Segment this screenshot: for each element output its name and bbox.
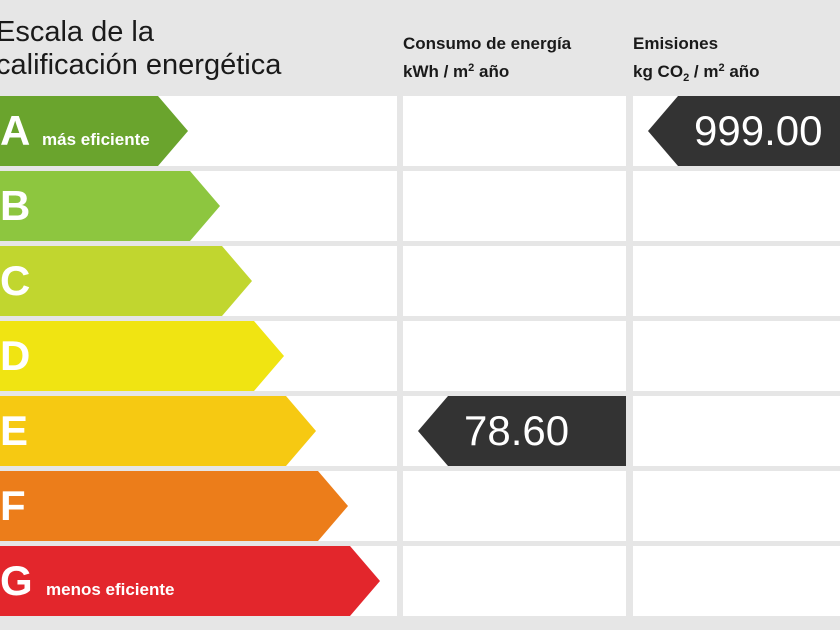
rating-letter: G xyxy=(0,557,33,604)
cell-mid xyxy=(403,471,626,541)
emisiones-header: Emisiones kg CO2 / m2 año xyxy=(633,30,760,86)
header-title-line1: Escala de la xyxy=(0,16,154,48)
rating-row-d: D xyxy=(0,321,840,391)
cell-right xyxy=(633,546,840,616)
rating-row-f: F xyxy=(0,471,840,541)
rating-letter: C xyxy=(0,257,31,304)
emisiones-pointer: 999.00 xyxy=(648,96,840,166)
rating-letter: E xyxy=(0,407,29,454)
cell-mid xyxy=(403,321,626,391)
rating-letter: A xyxy=(0,107,31,154)
rating-arrow-e: E xyxy=(0,396,316,466)
cell-right xyxy=(633,471,840,541)
consumo-title: Consumo de energía xyxy=(403,34,572,53)
header-title: Escala de la calificación energética xyxy=(0,16,281,82)
cell-right xyxy=(633,396,840,466)
emisiones-value: 999.00 xyxy=(694,107,823,154)
consumo-pointer: 78.60 xyxy=(418,396,626,466)
rating-note: menos eficiente xyxy=(46,580,175,599)
cell-right xyxy=(633,171,840,241)
emisiones-unit: kg CO2 / m2 año xyxy=(633,62,760,84)
cell-right xyxy=(633,321,840,391)
rating-arrow-b: B xyxy=(0,171,220,241)
consumo-header: Consumo de energía kWh / m2 año xyxy=(403,30,571,86)
cell-right xyxy=(633,246,840,316)
rating-note: más eficiente xyxy=(42,130,150,149)
rating-arrow-f: F xyxy=(0,471,348,541)
rating-row-c: C xyxy=(0,246,840,316)
consumo-unit: kWh / m2 año xyxy=(403,62,510,81)
rating-letter: B xyxy=(0,182,31,229)
cell-mid xyxy=(403,546,626,616)
rating-letter: D xyxy=(0,332,31,379)
header-title-line2: calificación energética xyxy=(0,49,282,81)
rating-arrow-d: D xyxy=(0,321,284,391)
emisiones-title: Emisiones xyxy=(633,34,719,53)
cell-mid xyxy=(403,246,626,316)
rating-row-b: B xyxy=(0,171,840,241)
cell-mid xyxy=(403,96,626,166)
consumo-value: 78.60 xyxy=(464,407,570,454)
cell-mid xyxy=(403,171,626,241)
rating-arrow-c: C xyxy=(0,246,252,316)
rating-letter: F xyxy=(0,482,26,529)
